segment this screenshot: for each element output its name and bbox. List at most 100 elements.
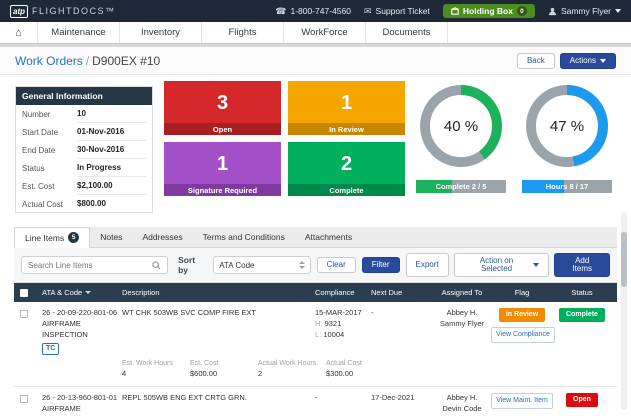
info-row-number: Number 10 [16, 105, 152, 123]
holding-box-button[interactable]: Holding Box 0 [443, 4, 535, 18]
view-compliance-button[interactable]: View Compliance [491, 327, 555, 343]
info-value: 01-Nov-2016 [77, 127, 146, 141]
detail-label: Actual Cost [326, 360, 394, 367]
tile-label: Open [164, 123, 281, 135]
search-icon[interactable] [152, 261, 161, 270]
tile-count: 1 [341, 92, 352, 115]
action-on-selected-label: Action on Selected [464, 257, 530, 273]
row-checkbox[interactable] [20, 310, 28, 318]
assignee: Devin Code [433, 404, 491, 415]
nav-item-documents[interactable]: Documents [366, 22, 448, 43]
detail-actual-work-hours: Actual Work Hours 2 [258, 360, 326, 378]
nav-item-workforce[interactable]: WorkForce [284, 22, 366, 43]
donut-complete: 40 % Complete 2 / 5 [416, 81, 506, 213]
assignee: Sammy Flyer [433, 319, 491, 330]
column-label: ATA & Code [42, 288, 82, 297]
cell-next-due: - [371, 308, 433, 355]
back-button[interactable]: Back [517, 53, 555, 69]
user-icon [548, 7, 557, 16]
flightdocs-logo[interactable]: atp FLIGHTDOCS™ [10, 5, 116, 18]
breadcrumb-work-orders-link[interactable]: Work Orders [15, 54, 83, 68]
tc-badge[interactable]: TC [42, 343, 59, 355]
cell-status: Open [553, 393, 611, 415]
phone-icon: ☎ [275, 6, 286, 17]
info-label: Number [22, 109, 77, 123]
info-row-end-date: End Date 30-Nov-2016 [16, 141, 152, 159]
sort-select[interactable]: ATA Code [213, 256, 310, 274]
cell-compliance: - [315, 393, 371, 415]
tabs-area: Line Items 5 Notes Addresses Terms and C… [0, 227, 631, 416]
nav-item-maintenance[interactable]: Maintenance [38, 22, 120, 43]
actions-button[interactable]: Actions [560, 53, 616, 69]
column-header-description[interactable]: Description [122, 288, 315, 297]
tile-complete[interactable]: 2 Complete [288, 142, 405, 196]
assignee: Abbey H. [433, 393, 491, 404]
donut-percent-label: 40 % [416, 81, 506, 171]
box-icon [451, 7, 459, 15]
scrollbar-track[interactable] [621, 212, 627, 410]
clear-button[interactable]: Clear [317, 257, 356, 273]
tab-addresses[interactable]: Addresses [132, 227, 192, 247]
cell-ata-code: 26 - 20-09-220-801-06 AIRFRAME INSPECTIO… [42, 308, 122, 355]
scrollbar-thumb[interactable] [621, 232, 627, 287]
column-header-next-due[interactable]: Next Due [371, 288, 433, 297]
detail-est-cost: Est. Cost $600.00 [190, 360, 258, 378]
filter-button[interactable]: Filter [362, 257, 400, 273]
cell-next-due: 17-Dec-2021 [371, 393, 433, 415]
column-header-compliance[interactable]: Compliance [315, 288, 371, 297]
view-maint-item-button[interactable]: View Maint. Item [491, 393, 553, 409]
nav-item-flights[interactable]: Flights [202, 22, 284, 43]
column-header-ata-code[interactable]: ATA & Code [42, 288, 122, 297]
logo-text: FLIGHTDOCS™ [32, 6, 116, 16]
tile-signature-required[interactable]: 1 Signature Required [164, 142, 281, 196]
tile-in-review[interactable]: 1 In Review [288, 81, 405, 135]
donut-hours: 47 % Hours 8 / 17 [522, 81, 612, 213]
tab-notes[interactable]: Notes [90, 227, 132, 247]
action-on-selected-button[interactable]: Action on Selected [454, 253, 550, 277]
phone-link[interactable]: ☎ 1-800-747-4560 [275, 6, 351, 17]
donut-chart-hours: 47 % [522, 81, 612, 171]
column-header-assigned-to[interactable]: Assigned To [433, 288, 491, 297]
cell-compliance: 15-MAR-2017 H: 9321 L: 10004 [315, 308, 371, 355]
search-input[interactable] [28, 261, 148, 270]
cell-ata-code: 26 - 20-13-960-801-01 AIRFRAME [42, 393, 122, 415]
status-badge[interactable]: Open [566, 393, 598, 407]
holding-box-count-badge: 0 [517, 6, 527, 16]
spinner-icon[interactable] [299, 261, 305, 269]
tile-label: In Review [288, 123, 405, 135]
flag-status-badge[interactable]: In Review [499, 308, 545, 322]
filter-toolbar: Sort by ATA Code Clear Filter Export Act… [14, 248, 617, 283]
topbar: atp FLIGHTDOCS™ ☎ 1-800-747-4560 ✉ Suppo… [0, 0, 631, 22]
detail-est-work-hours: Est. Work Hours 4 [122, 360, 190, 378]
tab-label: Line Items [25, 233, 64, 243]
support-ticket-label: Support Ticket [376, 6, 430, 16]
tab-attachments[interactable]: Attachments [295, 227, 362, 247]
column-header-flag[interactable]: Flag [491, 288, 553, 297]
progress-bar-complete: Complete 2 / 5 [416, 180, 506, 193]
select-all-checkbox[interactable] [20, 289, 28, 297]
compliance-date: 15-MAR-2017 [315, 308, 371, 319]
info-value: $800.00 [77, 199, 146, 212]
search-box [21, 256, 168, 274]
row-checkbox[interactable] [20, 395, 28, 403]
add-items-button[interactable]: Add Items [554, 253, 610, 277]
info-label: Est. Cost [22, 181, 77, 195]
user-menu[interactable]: Sammy Flyer [548, 6, 621, 16]
nav-home-button[interactable]: ⌂ [0, 22, 38, 43]
detail-label: Actual Work Hours [258, 360, 326, 367]
tile-open[interactable]: 3 Open [164, 81, 281, 135]
atp-logo-icon: atp [10, 5, 28, 18]
cell-flag: View Maint. Item [491, 393, 553, 415]
tab-strip: Line Items 5 Notes Addresses Terms and C… [14, 227, 617, 248]
tab-line-items[interactable]: Line Items 5 [14, 227, 90, 248]
column-header-status[interactable]: Status [553, 288, 611, 297]
info-row-start-date: Start Date 01-Nov-2016 [16, 123, 152, 141]
tab-terms-and-conditions[interactable]: Terms and Conditions [193, 227, 295, 247]
export-button[interactable]: Export [406, 253, 449, 277]
status-badge[interactable]: Complete [559, 308, 605, 322]
ata-subtype: INSPECTION [42, 330, 118, 341]
info-value: 30-Nov-2016 [77, 145, 146, 159]
support-ticket-link[interactable]: ✉ Support Ticket [364, 6, 430, 17]
nav-item-inventory[interactable]: Inventory [120, 22, 202, 43]
tile-count: 1 [217, 153, 228, 176]
